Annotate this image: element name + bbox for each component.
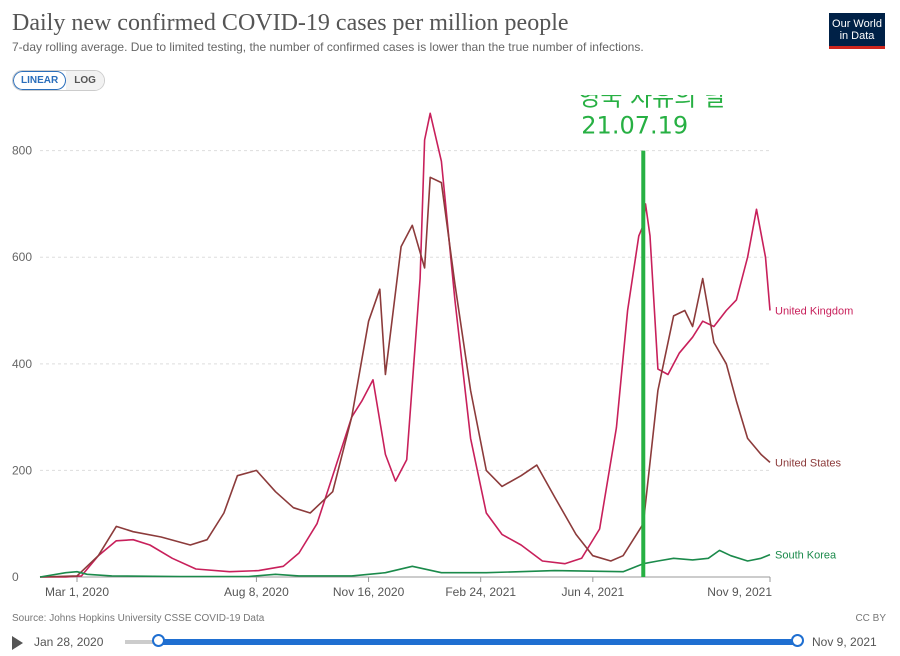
x-tick-label: Nov 9, 2021 — [707, 585, 772, 599]
scale-toggle: LINEAR LOG — [12, 70, 105, 91]
line-chart: 0 200 400 600 800 Mar 1, 2020 Aug 8, 2020 Nov … — [12, 95, 853, 599]
owid-logo[interactable]: Our World in Data — [829, 13, 885, 49]
logo-line-2: in Data — [839, 30, 875, 42]
series-line-united-kingdom — [40, 112, 771, 578]
annotations: 영국 자유의 날21.07.19 — [578, 95, 726, 577]
series-lines — [39, 112, 771, 578]
x-tick-label: Jun 4, 2021 — [561, 585, 624, 599]
timeline-end-label: Nov 9, 2021 — [812, 635, 877, 649]
x-tick-label: Nov 16, 2020 — [333, 585, 405, 599]
x-tick-label: Aug 8, 2020 — [224, 585, 289, 599]
x-tick-label: Feb 24, 2021 — [445, 585, 516, 599]
gridlines — [40, 150, 770, 578]
timeline-start-handle[interactable] — [152, 634, 165, 647]
series-line-south-korea — [39, 549, 771, 578]
series-line-united-states — [39, 176, 771, 578]
series-label-united-kingdom: United Kingdom — [775, 306, 853, 318]
y-tick-label: 200 — [12, 463, 32, 477]
y-tick-label: 800 — [12, 144, 32, 158]
timeline-selected-range — [158, 639, 798, 645]
linear-scale-button[interactable]: LINEAR — [13, 71, 67, 90]
y-tick-label: 0 — [12, 570, 19, 584]
timeline-start-label: Jan 28, 2020 — [34, 635, 104, 649]
play-icon[interactable] — [12, 636, 23, 650]
series-label-south-korea: South Korea — [775, 550, 837, 562]
logo-line-1: Our World — [832, 18, 882, 30]
timeline-end-handle[interactable] — [791, 634, 804, 647]
chart-subtitle: 7-day rolling average. Due to limited te… — [12, 40, 644, 54]
annotation-label-line-2: 21.07.19 — [581, 112, 688, 140]
x-tick-label: Mar 1, 2020 — [45, 585, 109, 599]
timeline: Jan 28, 2020 Nov 9, 2021 — [0, 628, 900, 656]
log-scale-button[interactable]: LOG — [66, 71, 104, 90]
series-labels: United Kingdom United States South Korea — [775, 306, 853, 562]
series-label-united-states: United States — [775, 457, 842, 469]
x-tick-labels: Mar 1, 2020 Aug 8, 2020 Nov 16, 2020 Feb 24… — [45, 577, 772, 599]
license-link[interactable]: CC BY — [855, 613, 886, 624]
annotation-label-line-1: 영국 자유의 날 — [578, 95, 726, 112]
y-tick-label: 600 — [12, 250, 32, 264]
y-tick-label: 400 — [12, 357, 32, 371]
chart-title: Daily new confirmed COVID-19 cases per m… — [12, 10, 569, 36]
source-note: Source: Johns Hopkins University CSSE CO… — [12, 613, 265, 624]
y-tick-labels: 0 200 400 600 800 — [12, 144, 32, 584]
